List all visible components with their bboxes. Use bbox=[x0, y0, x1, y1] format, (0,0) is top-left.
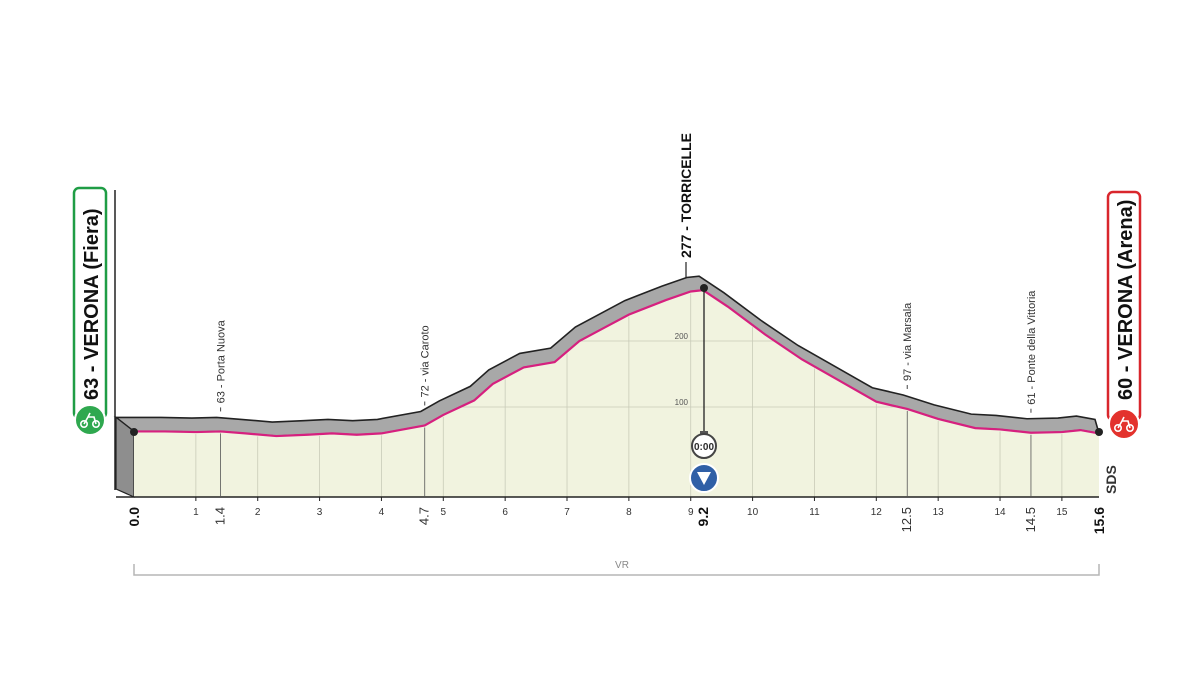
km-main-label: 9.2 bbox=[695, 507, 711, 527]
profile-road-line bbox=[134, 289, 1100, 438]
km-tick-label: 5 bbox=[441, 507, 447, 518]
time-check-label: 0:00 bbox=[694, 442, 714, 453]
waypoint-km-label: 12.5 bbox=[899, 507, 914, 532]
start-bike-badge bbox=[74, 404, 106, 436]
altitude-gridlines: 100 200 bbox=[461, 332, 898, 408]
km-tick-label: 14 bbox=[994, 507, 1006, 518]
bike-icon bbox=[1114, 416, 1135, 432]
profile-area bbox=[134, 290, 1099, 497]
finish-bike-badge bbox=[1108, 408, 1140, 440]
km-tick-label: 7 bbox=[564, 507, 570, 518]
km-tick-label: 3 bbox=[317, 507, 323, 518]
waypoint-km-label: 1.4 bbox=[213, 507, 228, 525]
km-main-label: 15.6 bbox=[1091, 507, 1107, 534]
start-label: 63 - VERONA (Fiera) bbox=[81, 208, 103, 400]
km-tick-label: 1 bbox=[193, 507, 199, 518]
province-bar: VR bbox=[133, 560, 1100, 576]
km-tick-label: 11 bbox=[809, 507, 820, 518]
waypoint-label: 63 - Porta Nuova bbox=[216, 319, 228, 403]
sds-logo: SDS bbox=[1103, 465, 1119, 494]
km-tick-label: 4 bbox=[379, 507, 385, 518]
altitude-label: 100 bbox=[675, 398, 689, 407]
km-tick-label: 8 bbox=[626, 507, 632, 518]
km-main-label: 0.0 bbox=[126, 507, 142, 527]
waypoint-label: 97 - via Marsala bbox=[902, 302, 914, 381]
stopwatch-icon: 0:00 bbox=[691, 431, 717, 459]
km-tick-label: 2 bbox=[255, 507, 261, 518]
waypoint-label: 61 - Ponte della Vittoria bbox=[1026, 290, 1038, 405]
finish-label: 60 - VERONA (Arena) bbox=[1115, 200, 1137, 400]
km-tick-label: 13 bbox=[933, 507, 945, 518]
summit-point bbox=[700, 284, 708, 292]
km-tick-label: 10 bbox=[747, 507, 759, 518]
waypoint-km-label: 4.7 bbox=[417, 507, 432, 525]
km-tick-label: 9 bbox=[688, 507, 694, 518]
summit-marker: 277 - TORRICELLE 0:00 bbox=[678, 133, 719, 493]
finish-point bbox=[1095, 428, 1103, 436]
summit-label: 277 - TORRICELLE bbox=[678, 133, 694, 258]
x-axis-ticks: 1 2 3 4 5 6 7 8 9 10 11 12 13 14 150.0 9.2 15.6 bbox=[126, 497, 1107, 534]
km-tick-label: 12 bbox=[871, 507, 883, 518]
km-tick-label: 15 bbox=[1056, 507, 1068, 518]
waypoints: 63 - Porta Nuova 1.4 72 - via Caroto 4.7 97 … bbox=[213, 290, 1038, 533]
bike-icon bbox=[80, 412, 101, 428]
province-label: VR bbox=[615, 560, 629, 571]
waypoint-label: 72 - via Caroto bbox=[420, 325, 432, 397]
descent-arrow-icon bbox=[689, 463, 719, 493]
waypoint-km-label: 14.5 bbox=[1023, 507, 1038, 532]
start-point bbox=[130, 428, 138, 436]
finish-marker: 60 - VERONA (Arena) SDS bbox=[1095, 190, 1142, 494]
km-tick-label: 6 bbox=[502, 507, 508, 518]
start-marker: 63 - VERONA (Fiera) bbox=[72, 186, 138, 490]
altitude-label: 200 bbox=[675, 332, 689, 341]
